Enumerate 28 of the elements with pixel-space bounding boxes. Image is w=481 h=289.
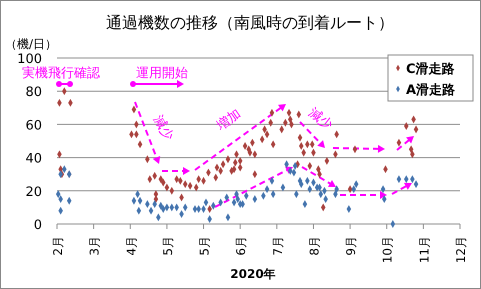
annotation: 減少 [305, 105, 336, 134]
x-tick-label: 6月 [234, 236, 248, 256]
x-tick-label: 12月 [454, 236, 468, 264]
x-tick-label: 9月 [344, 236, 358, 256]
y-tick-label: 100 [17, 52, 42, 67]
y-tick-label: 80 [25, 85, 42, 100]
x-tick-label: 7月 [270, 236, 285, 256]
x-tick-label: 5月 [160, 236, 175, 256]
x-tick-label: 3月 [88, 236, 102, 256]
x-tick-label: 2月 [51, 236, 65, 256]
chart-title: 通過機数の推移（南風時の到着ルート） [106, 13, 394, 32]
x-tick-label: 4月 [124, 236, 138, 256]
y-axis-title: （機/日） [5, 37, 58, 51]
legend-label: C滑走路 [406, 62, 455, 77]
legend-label: A滑走路 [406, 83, 456, 98]
x-axis-title: 2020年 [230, 267, 276, 281]
x-tick-label: 8月 [307, 236, 322, 256]
y-tick-label: 0 [34, 218, 42, 233]
x-tick-label: 5月 [198, 236, 212, 256]
annotation: 増加 [212, 106, 244, 134]
annotation: 実機飛行確認 [22, 65, 100, 81]
y-tick-label: 20 [25, 184, 42, 200]
annotation: 運用開始 [136, 66, 188, 81]
annotation: 減少 [150, 113, 176, 144]
x-tick-label: 10月 [380, 236, 395, 264]
x-tick-label: 11月 [417, 236, 432, 264]
y-tick-label: 40 [25, 152, 42, 167]
y-tick-label: 60 [25, 118, 42, 134]
